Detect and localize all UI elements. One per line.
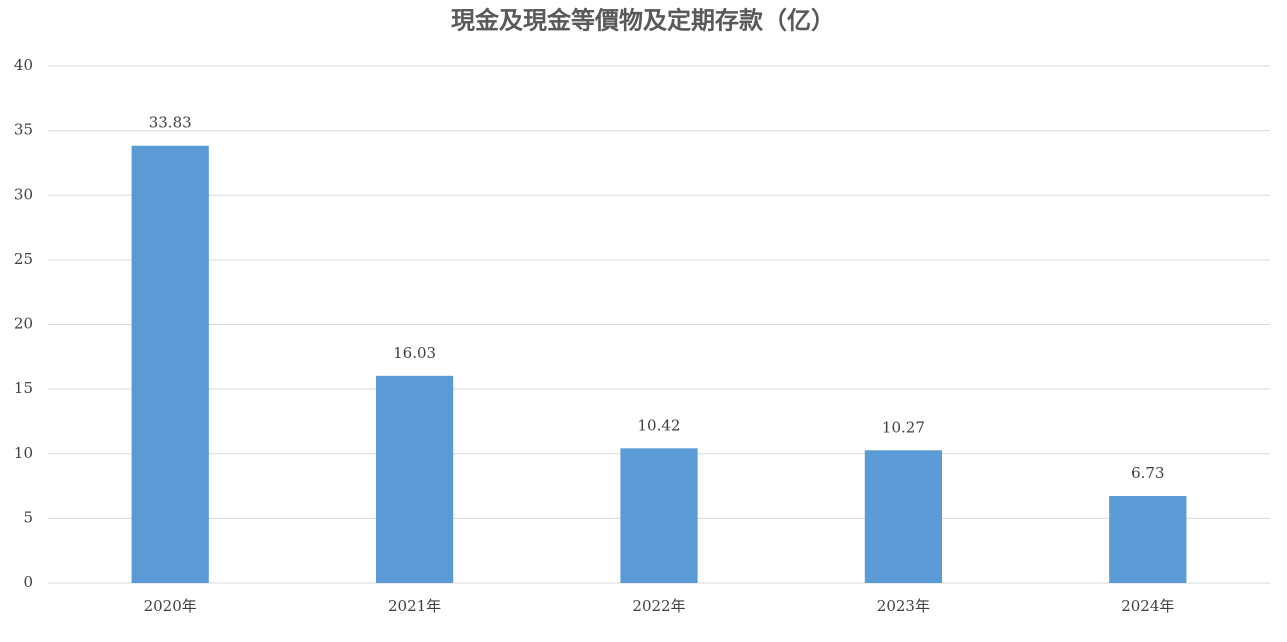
bar: [620, 448, 698, 583]
x-tick-label: 2020年: [144, 597, 197, 615]
x-tick-label: 2021年: [388, 597, 441, 615]
value-label: 10.42: [638, 416, 681, 434]
bar: [1109, 496, 1187, 583]
y-tick-label: 20: [14, 315, 33, 333]
x-tick-label: 2024年: [1121, 597, 1174, 615]
y-tick-label: 15: [14, 379, 33, 397]
x-tick-label: 2023年: [877, 597, 930, 615]
bar: [375, 375, 454, 583]
y-tick-label: 35: [14, 121, 33, 139]
value-label: 33.83: [149, 114, 192, 132]
chart-title: 現金及現金等價物及定期存款（亿）: [451, 6, 835, 35]
x-tick-label: 2022年: [632, 597, 685, 615]
y-tick-label: 40: [14, 56, 33, 74]
value-label: 6.73: [1131, 464, 1164, 482]
y-tick-label: 10: [14, 444, 33, 462]
bar: [864, 450, 943, 583]
y-tick-label: 0: [23, 573, 33, 591]
bar: [131, 145, 209, 583]
y-tick-label: 25: [14, 250, 33, 268]
value-label: 10.27: [882, 418, 925, 436]
y-tick-label: 30: [14, 185, 33, 203]
value-label: 16.03: [393, 344, 436, 362]
y-tick-label: 5: [23, 508, 33, 526]
